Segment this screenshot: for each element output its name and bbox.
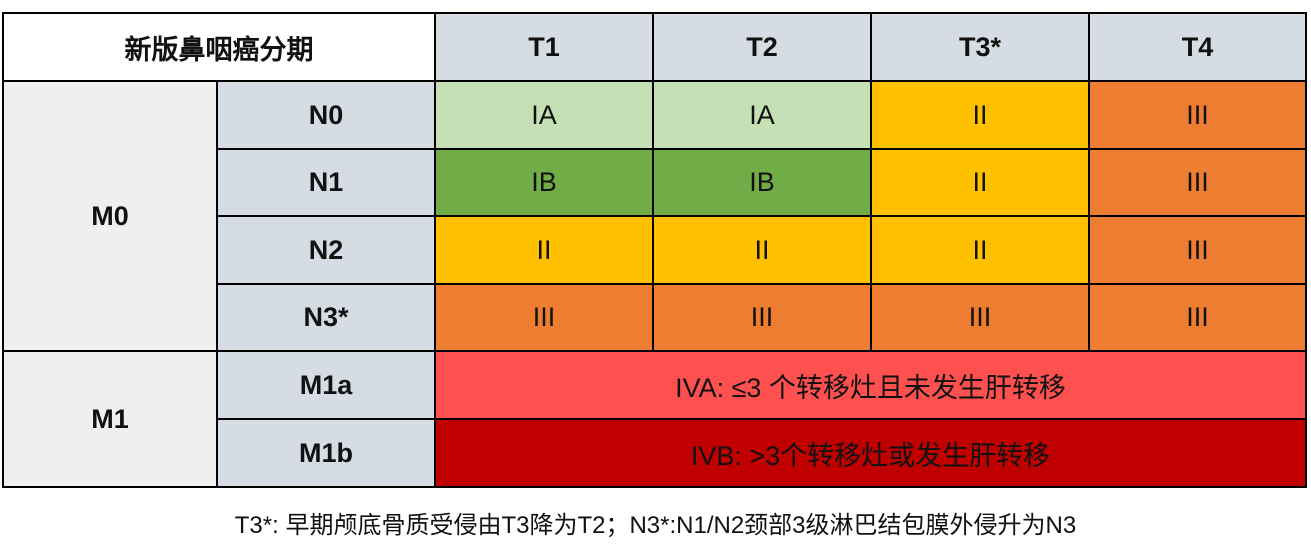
m1a-label: M1a [216, 350, 436, 420]
m0-label: M0 [2, 80, 218, 352]
stage-cell: IB [652, 148, 872, 217]
stage-cell: III [1088, 148, 1307, 217]
ivb-cell: IVB: >3个转移灶或发生肝转移 [434, 418, 1307, 488]
staging-table: 新版鼻咽癌分期 T1 T2 T3* T4 M0 N0 IA IA II III … [2, 12, 1307, 488]
n0-label: N0 [216, 80, 436, 150]
header-t4: T4 [1088, 12, 1307, 82]
stage-cell: III [1088, 80, 1307, 150]
stage-cell: IA [434, 80, 654, 150]
stage-cell: III [434, 283, 654, 352]
stage-cell: IB [434, 148, 654, 217]
stage-cell: III [870, 283, 1090, 352]
stage-cell: II [434, 215, 654, 285]
stage-cell: II [870, 80, 1090, 150]
footnote: T3*: 早期颅底骨质受侵由T3降为T2；N3*:N1/N2颈部3级淋巴结包膜外… [234, 512, 1077, 539]
n3-label: N3* [216, 283, 436, 352]
stage-cell: IA [652, 80, 872, 150]
stage-cell: II [870, 215, 1090, 285]
m1b-label: M1b [216, 418, 436, 488]
iva-cell: IVA: ≤3 个转移灶且未发生肝转移 [434, 350, 1307, 420]
stage-cell: III [1088, 215, 1307, 285]
header-t3: T3* [870, 12, 1090, 82]
stage-cell: III [1088, 283, 1307, 352]
n2-label: N2 [216, 215, 436, 285]
stage-cell: II [652, 215, 872, 285]
header-t1: T1 [434, 12, 654, 82]
stage-cell: III [652, 283, 872, 352]
table-title: 新版鼻咽癌分期 [2, 12, 436, 82]
n1-label: N1 [216, 148, 436, 217]
stage-cell: II [870, 148, 1090, 217]
m1-label: M1 [2, 350, 218, 488]
header-t2: T2 [652, 12, 872, 82]
